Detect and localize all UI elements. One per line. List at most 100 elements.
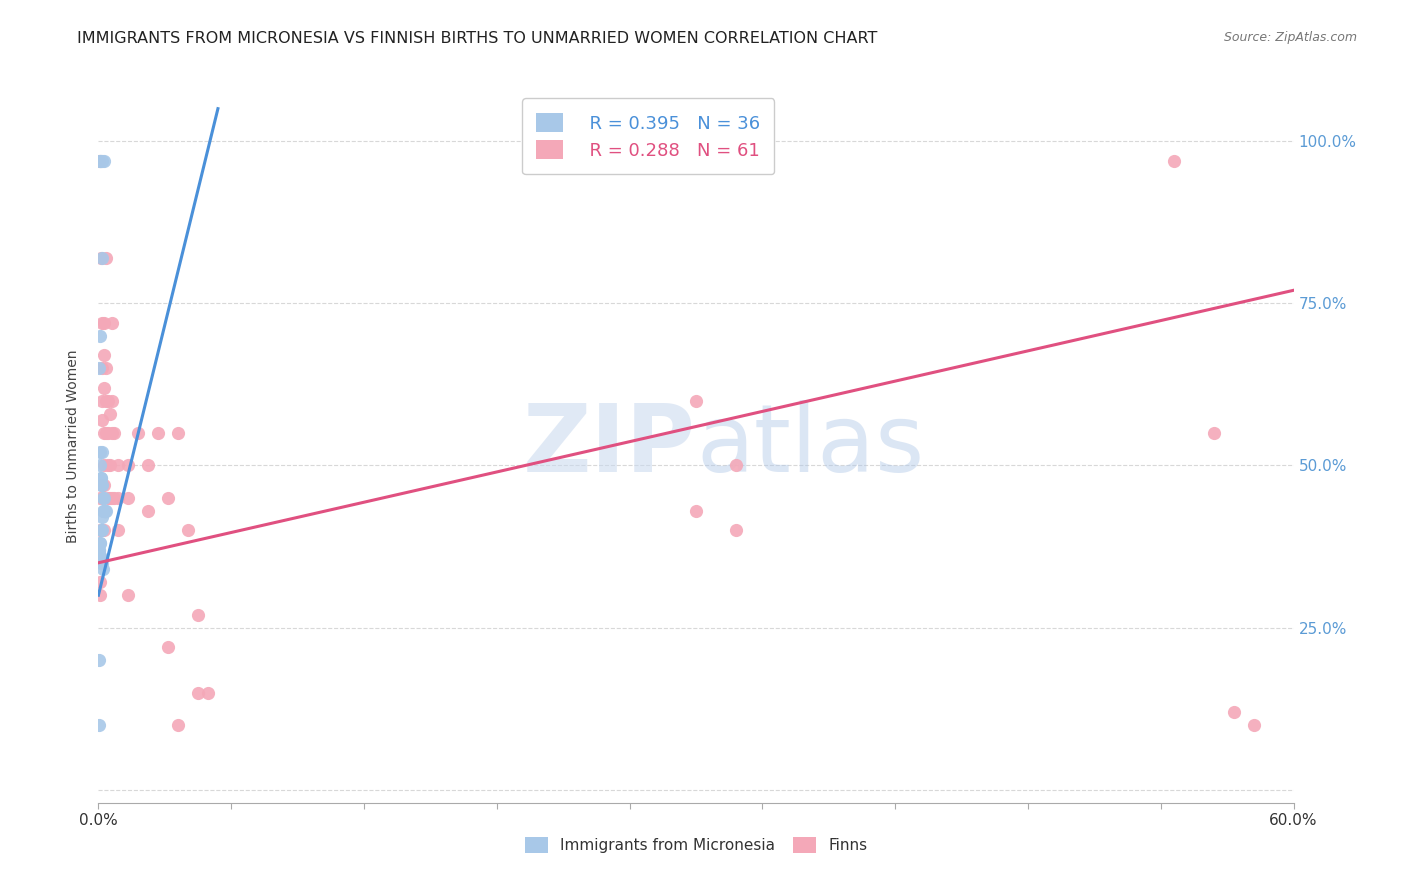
Point (93, 524, 115, 538)
Point (136, 504, 159, 518)
Point (1202, 425, 1225, 440)
Point (89, 445, 111, 459)
Point (89, 542, 111, 557)
Point (89, 361, 111, 376)
Point (93, 504, 115, 518)
Point (91, 251, 114, 265)
Point (127, 425, 149, 440)
Point (90, 251, 112, 265)
Point (90, 478, 112, 492)
Point (136, 458, 159, 473)
Point (91, 153, 114, 168)
Point (97, 491, 120, 505)
Point (107, 524, 129, 538)
Point (91, 510, 114, 524)
Point (94, 504, 117, 518)
Text: ZIP: ZIP (523, 400, 696, 492)
Point (93, 153, 115, 168)
Point (97, 458, 120, 473)
Point (91, 556, 114, 570)
Point (197, 685, 219, 699)
Point (90, 153, 112, 168)
Point (87, 542, 110, 557)
Point (117, 491, 139, 505)
Point (93, 348, 115, 362)
Point (685, 393, 707, 408)
Point (148, 425, 170, 440)
Point (91, 413, 114, 427)
Point (1163, 153, 1185, 168)
Point (90, 524, 112, 538)
Point (724, 524, 747, 538)
Point (103, 491, 125, 505)
Point (91, 445, 114, 459)
Point (117, 458, 139, 473)
Point (101, 491, 124, 505)
Point (89, 575, 111, 590)
Point (89, 458, 111, 473)
Point (1223, 705, 1246, 719)
Point (685, 504, 707, 518)
Text: IMMIGRANTS FROM MICRONESIA VS FINNISH BIRTHS TO UNMARRIED WOMEN CORRELATION CHAR: IMMIGRANTS FROM MICRONESIA VS FINNISH BI… (77, 31, 877, 46)
Point (89, 328, 111, 343)
Point (93, 381, 115, 395)
Point (187, 607, 209, 622)
Point (1243, 718, 1265, 732)
Point (93, 491, 115, 505)
Point (101, 425, 124, 440)
Point (89, 653, 111, 667)
Point (117, 588, 139, 602)
Point (91, 478, 114, 492)
Point (89, 524, 111, 538)
Point (87, 153, 110, 168)
Point (96, 393, 118, 408)
Point (724, 458, 747, 473)
Point (90, 471, 112, 485)
Text: atlas: atlas (696, 400, 924, 492)
Point (89, 491, 111, 505)
Point (94, 504, 117, 518)
Point (101, 393, 124, 408)
Point (89, 536, 111, 550)
Point (97, 393, 120, 408)
Point (89, 588, 111, 602)
Point (89, 153, 111, 168)
Point (91, 524, 114, 538)
Point (96, 504, 118, 518)
Point (89, 153, 111, 168)
Point (103, 425, 125, 440)
Point (107, 491, 129, 505)
Legend: Immigrants from Micronesia, Finns: Immigrants from Micronesia, Finns (519, 831, 873, 859)
Point (89, 536, 111, 550)
Point (90, 556, 112, 570)
Point (96, 425, 118, 440)
Point (93, 458, 115, 473)
Point (87, 718, 110, 732)
Point (90, 471, 112, 485)
Point (167, 718, 190, 732)
Point (96, 361, 118, 376)
Point (93, 562, 115, 576)
Point (98, 491, 122, 505)
Y-axis label: Births to Unmarried Women: Births to Unmarried Women (66, 350, 80, 542)
Point (107, 458, 129, 473)
Point (98, 458, 122, 473)
Point (187, 685, 209, 699)
Point (96, 251, 118, 265)
Point (167, 425, 190, 440)
Point (91, 393, 114, 408)
Point (93, 478, 115, 492)
Text: Source: ZipAtlas.com: Source: ZipAtlas.com (1223, 31, 1357, 45)
Point (93, 425, 115, 440)
Point (101, 316, 124, 330)
Point (89, 549, 111, 564)
Point (97, 425, 120, 440)
Point (157, 640, 180, 654)
Point (157, 491, 180, 505)
Point (91, 478, 114, 492)
Point (91, 316, 114, 330)
Point (93, 316, 115, 330)
Point (93, 491, 115, 505)
Point (93, 504, 115, 518)
Point (89, 549, 111, 564)
